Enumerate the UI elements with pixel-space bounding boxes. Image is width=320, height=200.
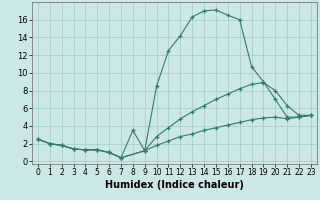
- X-axis label: Humidex (Indice chaleur): Humidex (Indice chaleur): [105, 180, 244, 190]
